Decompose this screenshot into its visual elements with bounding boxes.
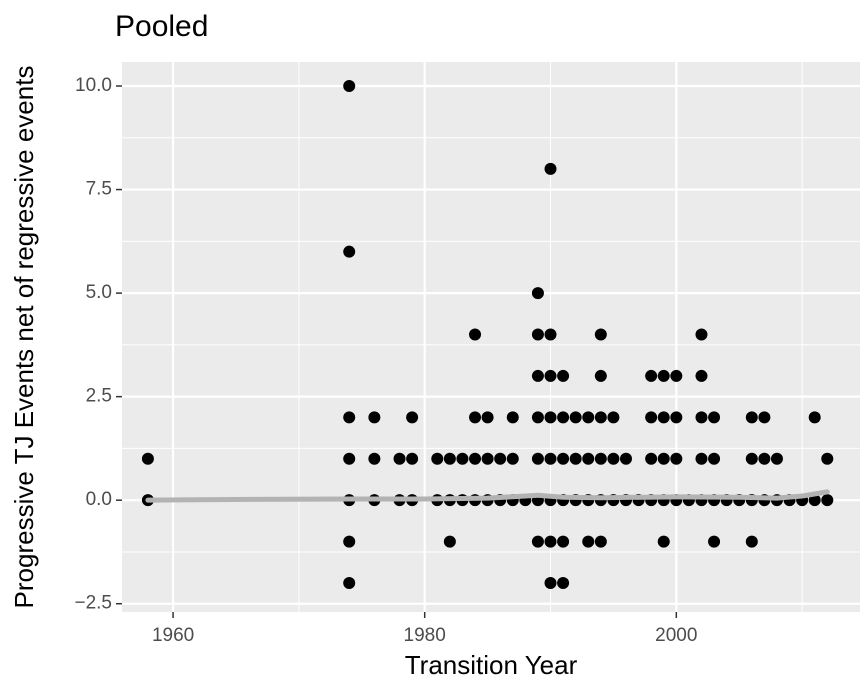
point <box>531 328 544 341</box>
point <box>758 452 771 465</box>
point <box>343 80 356 93</box>
point <box>544 411 557 424</box>
point <box>406 452 419 465</box>
point <box>544 369 557 382</box>
point <box>708 452 721 465</box>
point <box>695 411 708 424</box>
point <box>343 535 356 548</box>
point <box>670 452 683 465</box>
point <box>657 452 670 465</box>
point <box>745 411 758 424</box>
point <box>557 577 570 590</box>
y-axis-title: Progressive TJ Events net of regressive … <box>9 66 39 609</box>
point <box>569 452 582 465</box>
point <box>594 411 607 424</box>
point <box>531 287 544 300</box>
point <box>607 452 620 465</box>
panel <box>122 62 860 612</box>
point <box>343 411 356 424</box>
point <box>770 452 783 465</box>
point <box>506 411 519 424</box>
point <box>141 452 154 465</box>
point <box>544 577 557 590</box>
y-tick-label: 2.5 <box>86 386 112 407</box>
point <box>443 535 456 548</box>
point <box>531 411 544 424</box>
point <box>670 411 683 424</box>
point <box>531 369 544 382</box>
point <box>569 411 582 424</box>
point <box>695 369 708 382</box>
y-tick-label: 7.5 <box>86 179 112 200</box>
point <box>343 452 356 465</box>
y-tick-label: 5.0 <box>86 282 112 303</box>
point <box>456 452 469 465</box>
x-tick-label: 1980 <box>404 625 446 646</box>
point <box>594 452 607 465</box>
point <box>657 369 670 382</box>
point <box>645 369 658 382</box>
point <box>758 411 771 424</box>
point <box>657 411 670 424</box>
point <box>368 411 381 424</box>
point <box>494 452 507 465</box>
point <box>531 535 544 548</box>
point <box>544 535 557 548</box>
point <box>506 452 519 465</box>
point <box>531 452 544 465</box>
point <box>708 535 721 548</box>
chart-title: Pooled <box>115 10 208 43</box>
point <box>645 411 658 424</box>
x-tick-label: 1960 <box>152 625 194 646</box>
point <box>808 411 821 424</box>
point <box>582 411 595 424</box>
point <box>821 494 834 507</box>
point <box>343 577 356 590</box>
point <box>582 535 595 548</box>
point <box>544 162 557 175</box>
point <box>368 452 381 465</box>
point <box>557 452 570 465</box>
point <box>544 452 557 465</box>
point <box>670 369 683 382</box>
point <box>557 369 570 382</box>
point <box>557 411 570 424</box>
point <box>619 452 632 465</box>
point <box>343 245 356 258</box>
point <box>469 452 482 465</box>
point <box>745 452 758 465</box>
point <box>695 452 708 465</box>
point <box>443 452 456 465</box>
point <box>695 328 708 341</box>
point <box>594 369 607 382</box>
point <box>582 452 595 465</box>
point <box>406 411 419 424</box>
point <box>607 411 620 424</box>
x-axis-title: Transition Year <box>405 650 578 680</box>
point <box>594 535 607 548</box>
y-tick-label: −2.5 <box>74 593 112 614</box>
point <box>821 452 834 465</box>
point <box>708 411 721 424</box>
point <box>645 452 658 465</box>
point <box>469 328 482 341</box>
point <box>393 452 406 465</box>
point <box>481 452 494 465</box>
y-tick-label: 0.0 <box>86 489 112 510</box>
point <box>544 328 557 341</box>
y-tick-label: 10.0 <box>75 75 112 96</box>
point <box>657 535 670 548</box>
point <box>745 535 758 548</box>
x-tick-label: 2000 <box>655 625 697 646</box>
point <box>594 328 607 341</box>
point <box>557 535 570 548</box>
point <box>481 411 494 424</box>
point <box>431 452 444 465</box>
point <box>469 411 482 424</box>
smooth-line <box>145 489 830 503</box>
point <box>808 494 821 507</box>
